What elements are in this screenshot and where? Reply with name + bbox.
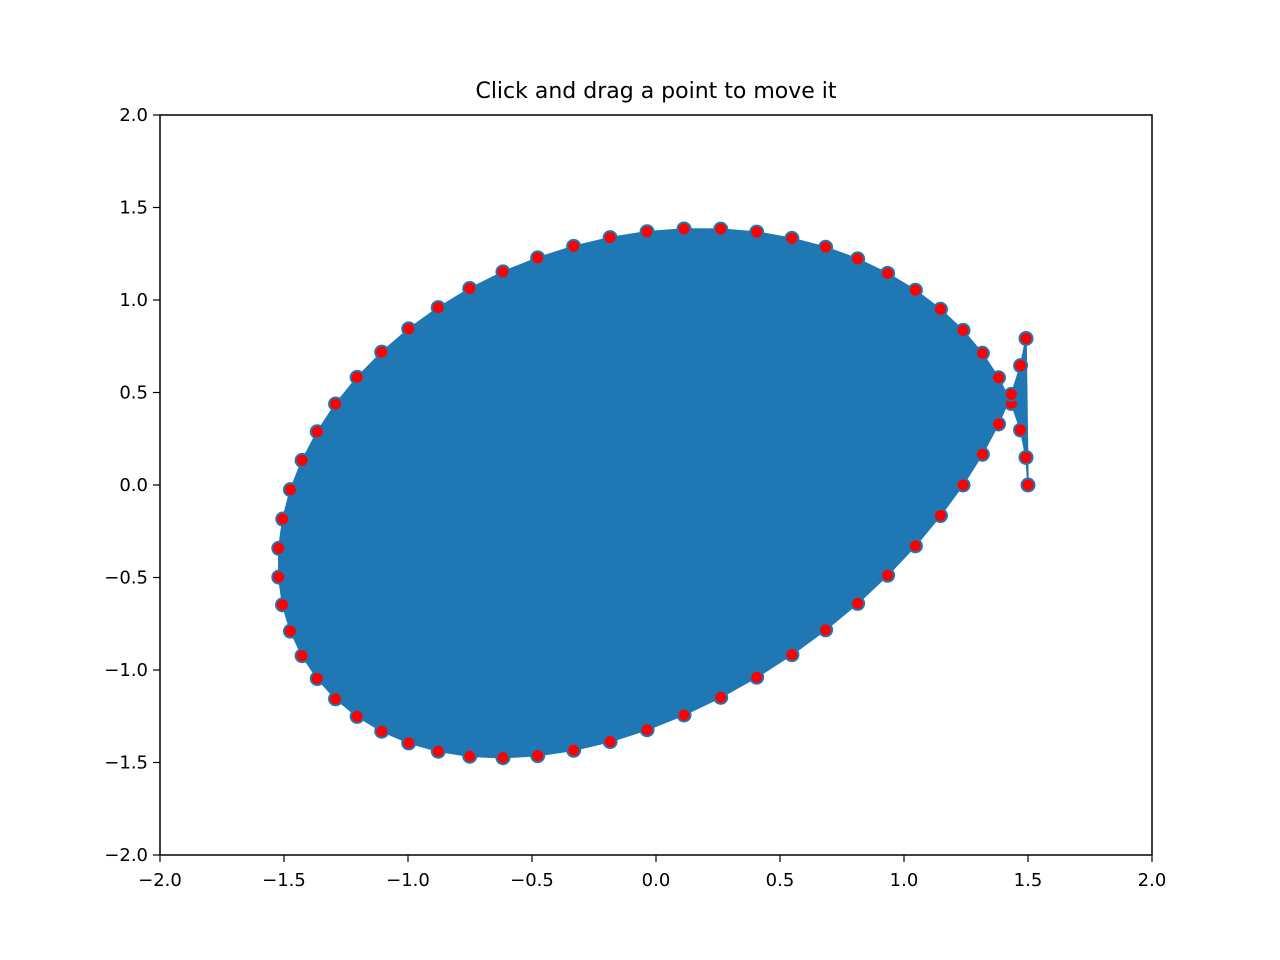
y-tick-label: 0.0 xyxy=(119,475,148,496)
y-tick-label: 2.0 xyxy=(119,105,148,126)
vertex-point[interactable] xyxy=(850,595,866,611)
vertex-point[interactable] xyxy=(784,230,800,246)
vertex-point[interactable] xyxy=(713,689,729,705)
vertex-point[interactable] xyxy=(566,742,582,758)
vertex-point[interactable] xyxy=(294,452,310,468)
vertex-point[interactable] xyxy=(430,743,446,759)
vertex-point[interactable] xyxy=(374,344,390,360)
vertex-point[interactable] xyxy=(1018,330,1034,346)
x-tick-label: −2.0 xyxy=(138,870,182,891)
vertex-point[interactable] xyxy=(430,300,446,316)
vertex-point[interactable] xyxy=(309,671,325,687)
vertex-point[interactable] xyxy=(294,648,310,664)
y-tick-label: −2.0 xyxy=(104,845,148,866)
vertex-point[interactable] xyxy=(818,622,834,638)
vertex-point[interactable] xyxy=(955,477,971,493)
vertex-point[interactable] xyxy=(282,623,298,639)
vertex-point[interactable] xyxy=(676,221,692,237)
x-tick-label: 1.5 xyxy=(1014,870,1043,891)
vertex-point[interactable] xyxy=(749,669,765,685)
vertex-point[interactable] xyxy=(880,265,896,281)
vertex-point[interactable] xyxy=(328,396,344,412)
y-tick-label: 0.5 xyxy=(119,383,148,404)
vertex-point[interactable] xyxy=(749,224,765,240)
vertex-point[interactable] xyxy=(271,569,287,585)
vertex-point[interactable] xyxy=(401,321,417,337)
vertex-point[interactable] xyxy=(401,735,417,751)
x-tick-label: 0.0 xyxy=(642,870,671,891)
vertex-point[interactable] xyxy=(309,424,325,440)
vertex-point[interactable] xyxy=(639,722,655,738)
vertex-point[interactable] xyxy=(932,508,948,524)
vertex-point[interactable] xyxy=(784,647,800,663)
y-tick-label: −1.0 xyxy=(104,660,148,681)
vertex-point[interactable] xyxy=(990,370,1006,386)
vertex-point[interactable] xyxy=(676,707,692,723)
y-tick-label: 1.0 xyxy=(119,290,148,311)
vertex-point[interactable] xyxy=(880,567,896,583)
x-tick-label: −1.0 xyxy=(386,870,430,891)
x-tick-label: 0.5 xyxy=(766,870,795,891)
vertex-point[interactable] xyxy=(1003,386,1019,402)
vertex-point[interactable] xyxy=(566,238,582,254)
vertex-point[interactable] xyxy=(374,723,390,739)
x-tick-label: −1.5 xyxy=(262,870,306,891)
vertex-point[interactable] xyxy=(495,750,511,766)
y-tick-label: 1.5 xyxy=(119,198,148,219)
vertex-point[interactable] xyxy=(349,708,365,724)
vertex-point[interactable] xyxy=(602,230,618,246)
vertex-point[interactable] xyxy=(713,221,729,237)
plot-area xyxy=(271,221,1036,766)
vertex-point[interactable] xyxy=(974,345,990,361)
vertex-point[interactable] xyxy=(495,264,511,280)
chart-title: Click and drag a point to move it xyxy=(475,79,836,104)
vertex-point[interactable] xyxy=(1013,358,1029,374)
vertex-point[interactable] xyxy=(955,322,971,338)
vertex-point[interactable] xyxy=(602,734,618,750)
vertex-point[interactable] xyxy=(1020,477,1036,493)
vertex-point[interactable] xyxy=(349,369,365,385)
x-tick-label: 2.0 xyxy=(1138,870,1167,891)
x-tick-label: 1.0 xyxy=(890,870,919,891)
vertex-point[interactable] xyxy=(462,281,478,297)
vertex-point[interactable] xyxy=(818,239,834,255)
vertex-point[interactable] xyxy=(328,691,344,707)
vertex-point[interactable] xyxy=(530,250,546,266)
vertex-point[interactable] xyxy=(271,540,287,556)
vertex-point[interactable] xyxy=(990,416,1006,432)
vertex-point[interactable] xyxy=(282,482,298,498)
vertex-point[interactable] xyxy=(932,301,948,317)
vertex-point[interactable] xyxy=(275,511,291,527)
vertex-point[interactable] xyxy=(639,224,655,240)
x-axis: −2.0 −1.5 −1.0 −0.5 0.0 0.5 1.0 1.5 2.0 xyxy=(138,855,1166,891)
filled-polygon xyxy=(278,228,1029,759)
vertex-point[interactable] xyxy=(907,538,923,554)
x-tick-label: −0.5 xyxy=(510,870,554,891)
vertex-point[interactable] xyxy=(530,748,546,764)
vertex-point[interactable] xyxy=(1013,422,1029,438)
y-tick-label: −1.5 xyxy=(104,753,148,774)
vertex-point[interactable] xyxy=(275,597,291,613)
y-tick-label: −0.5 xyxy=(104,568,148,589)
vertex-point[interactable] xyxy=(907,282,923,298)
y-axis: −2.0 −1.5 −1.0 −0.5 0.0 0.5 1.0 1.5 2.0 xyxy=(104,105,160,866)
vertex-point[interactable] xyxy=(850,251,866,267)
vertex-point[interactable] xyxy=(1018,449,1034,465)
vertex-point[interactable] xyxy=(462,748,478,764)
vertex-point[interactable] xyxy=(974,446,990,462)
